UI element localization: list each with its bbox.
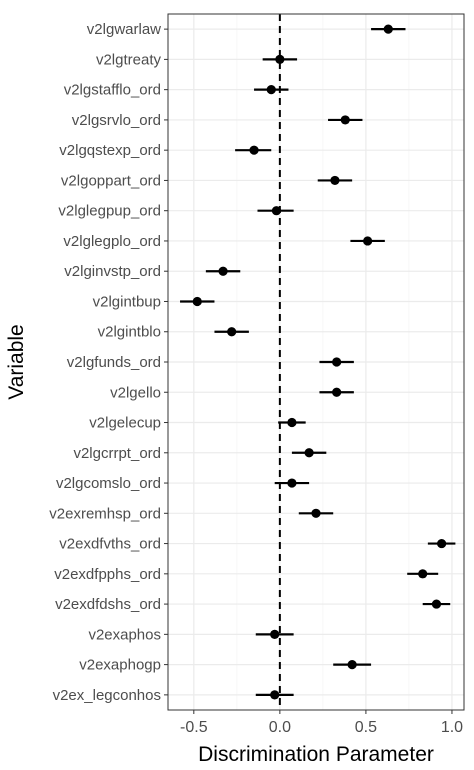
estimate-point xyxy=(287,478,297,488)
estimate-point xyxy=(270,629,280,639)
y-tick-label: v2exremhsp_ord xyxy=(49,505,161,522)
x-tick-label: 0.5 xyxy=(355,719,377,736)
y-tick-label: v2lgoppart_ord xyxy=(61,172,161,189)
estimate-point xyxy=(227,327,237,337)
estimate-point xyxy=(383,24,393,34)
estimate-point xyxy=(431,599,442,609)
y-tick-label: v2lginvstp_ord xyxy=(64,263,161,280)
estimate-point xyxy=(418,569,428,579)
x-axis: -0.5 0.0 0.5 1.0 xyxy=(180,710,463,736)
data-marks xyxy=(180,24,456,700)
y-tick-label: v2exaphogp xyxy=(79,657,161,674)
y-tick-label: v2exdfpphs_ord xyxy=(54,566,161,583)
estimate-point xyxy=(332,357,342,367)
y-tick-label: v2lglegplo_ord xyxy=(63,233,161,250)
estimate-point xyxy=(275,54,285,64)
x-tick-label: 0.0 xyxy=(269,719,291,736)
y-tick-label: v2lgintbup xyxy=(93,293,161,310)
y-tick-label: v2lgcomslo_ord xyxy=(56,475,161,492)
y-tick-label: v2lgello xyxy=(110,384,161,401)
estimate-point xyxy=(287,417,297,428)
estimate-point xyxy=(332,387,342,397)
estimate-point xyxy=(249,145,259,155)
y-tick-label: v2lgsrvlo_ord xyxy=(72,112,161,129)
estimate-point xyxy=(192,296,202,307)
x-tick-label: -0.5 xyxy=(180,719,208,736)
estimate-point xyxy=(363,236,373,246)
y-axis-title: Variable xyxy=(5,324,28,400)
y-tick-label: v2exdfdshs_ord xyxy=(55,596,161,613)
estimate-point xyxy=(437,538,447,549)
estimate-point xyxy=(270,690,280,700)
x-tick-label: 1.0 xyxy=(441,719,463,736)
estimate-point xyxy=(271,206,282,216)
y-tick-label: v2lgstafflo_ord xyxy=(64,82,161,99)
y-tick-label: v2lgfunds_ord xyxy=(67,354,161,371)
estimate-point xyxy=(311,508,321,518)
y-tick-label: v2lgcrrpt_ord xyxy=(73,445,161,462)
estimate-point xyxy=(304,448,314,458)
y-tick-label: v2lglegpup_ord xyxy=(58,203,161,220)
x-axis-title: Discrimination Parameter xyxy=(198,743,434,765)
y-tick-label: v2exaphos xyxy=(88,626,161,643)
y-tick-label: v2lgqstexp_ord xyxy=(59,142,161,159)
y-tick-label: v2lgelecup xyxy=(89,415,161,432)
estimate-point xyxy=(347,660,357,670)
estimate-point xyxy=(330,175,340,186)
estimate-point xyxy=(218,266,228,276)
y-tick-labels: v2lgwarlaw v2lgtreaty v2lgstafflo_ord v2lgs… xyxy=(49,21,168,704)
estimate-point xyxy=(266,85,276,95)
y-tick-label: v2exdfvths_ord xyxy=(59,536,161,553)
y-tick-label: v2lgwarlaw xyxy=(87,21,161,38)
estimate-point xyxy=(340,115,350,125)
y-tick-label: v2ex_legconhos xyxy=(53,687,161,704)
y-tick-label: v2lgtreaty xyxy=(96,51,162,68)
y-tick-label: v2lgintblo xyxy=(98,324,161,341)
